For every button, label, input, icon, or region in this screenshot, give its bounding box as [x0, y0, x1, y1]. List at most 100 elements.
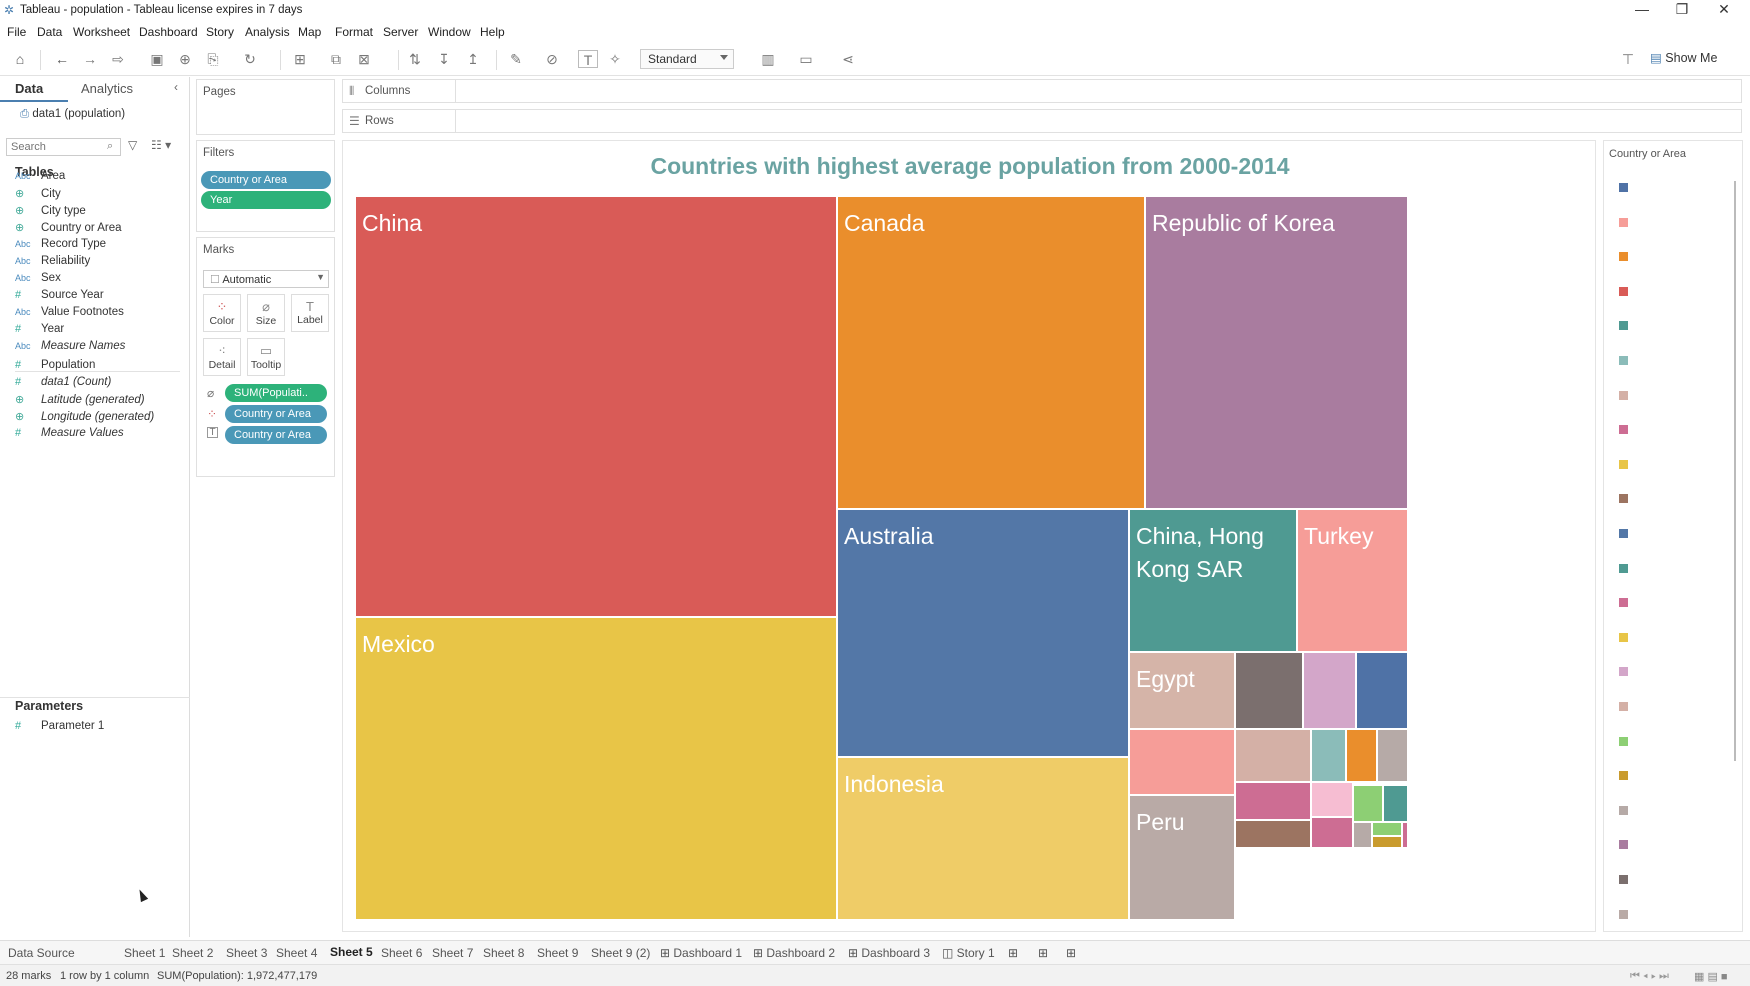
- mark-type-select[interactable]: ☐ Automatic ▼: [203, 270, 329, 288]
- treemap-cell[interactable]: [1235, 652, 1303, 729]
- legend-swatch[interactable]: [1619, 702, 1628, 711]
- replay-icon[interactable]: ⇨: [112, 51, 124, 67]
- label-button[interactable]: T Label: [291, 294, 329, 332]
- duplicate-sheet-icon[interactable]: ⧉: [331, 51, 341, 67]
- legend-scrollbar[interactable]: [1734, 181, 1736, 761]
- tab-analytics[interactable]: Analytics: [81, 81, 134, 96]
- field-item[interactable]: Abc Record Type: [15, 238, 106, 256]
- legend-swatch[interactable]: [1619, 217, 1628, 227]
- parameter-item[interactable]: # Parameter 1: [15, 720, 104, 738]
- field-item[interactable]: ⊕ Latitude (generated): [15, 393, 145, 411]
- detail-button[interactable]: ⁖ Detail: [203, 338, 241, 376]
- undo-icon[interactable]: ←: [55, 51, 69, 67]
- treemap-cell[interactable]: [1235, 729, 1311, 782]
- sheet-tab[interactable]: Sheet 3: [226, 946, 268, 960]
- treemap-cell[interactable]: Mexico: [355, 617, 837, 920]
- field-item[interactable]: # Source Year: [15, 289, 104, 307]
- sheet-tab[interactable]: Sheet 1: [124, 946, 166, 960]
- legend-swatch[interactable]: [1619, 459, 1628, 469]
- field-item[interactable]: Abc Measure Names: [15, 340, 125, 358]
- restore-icon[interactable]: ❐: [1675, 1, 1689, 17]
- redo-icon[interactable]: →: [83, 51, 97, 67]
- treemap-cell[interactable]: Republic of Korea: [1145, 196, 1408, 509]
- treemap-cell[interactable]: Australia: [837, 509, 1129, 757]
- fix-axes-icon[interactable]: ✧: [609, 51, 621, 67]
- sheet-tab[interactable]: Sheet 8: [483, 946, 525, 960]
- clear-sheet-icon[interactable]: ⊠: [358, 51, 370, 67]
- menu-format[interactable]: Format: [335, 25, 374, 39]
- new-worksheet-tab-icon[interactable]: ⊞: [1008, 946, 1019, 960]
- show-labels-icon[interactable]: T: [578, 50, 598, 68]
- refresh-icon[interactable]: ↻: [244, 51, 256, 67]
- menu-worksheet[interactable]: Worksheet: [73, 25, 131, 39]
- group-icon[interactable]: ⊘: [546, 51, 558, 67]
- menu-window[interactable]: Window: [428, 25, 471, 39]
- new-story-tab-icon[interactable]: ⊞: [1066, 946, 1077, 960]
- legend-swatch[interactable]: [1619, 875, 1628, 884]
- menu-analysis[interactable]: Analysis: [245, 25, 290, 39]
- menu-file[interactable]: File: [7, 25, 27, 39]
- menu-data[interactable]: Data: [37, 25, 63, 39]
- save-icon[interactable]: ▣: [150, 51, 164, 67]
- highlight-icon[interactable]: ✎: [510, 51, 522, 67]
- tooltip-button[interactable]: ▭ Tooltip: [247, 338, 285, 376]
- sheet-tab[interactable]: Sheet 7: [432, 946, 474, 960]
- field-item[interactable]: Abc Value Footnotes: [15, 306, 124, 324]
- treemap-cell[interactable]: [1353, 822, 1372, 848]
- new-worksheet-icon[interactable]: ⊞: [294, 51, 306, 67]
- treemap-cell[interactable]: [1402, 822, 1408, 848]
- field-item[interactable]: # Population: [15, 359, 95, 377]
- field-item[interactable]: ⊕ City: [15, 187, 61, 205]
- legend-swatch[interactable]: [1619, 356, 1628, 365]
- legend-swatch[interactable]: [1619, 632, 1628, 642]
- sheet-nav-icons[interactable]: ⏮ ◂ ▸ ⏭: [1630, 970, 1669, 982]
- legend-swatch[interactable]: [1619, 667, 1628, 677]
- treemap-cell[interactable]: [1129, 729, 1235, 795]
- treemap-cell[interactable]: [1377, 729, 1408, 782]
- legend-swatch[interactable]: [1619, 771, 1628, 781]
- show-me-button[interactable]: ▤ Show Me: [1650, 50, 1717, 65]
- treemap-cell[interactable]: [1356, 652, 1408, 729]
- collapse-pane-icon[interactable]: ‹: [174, 80, 178, 94]
- sheet-tab[interactable]: Sheet 2: [172, 946, 214, 960]
- tab-data[interactable]: Data: [15, 81, 44, 96]
- field-item[interactable]: # Measure Values: [15, 427, 124, 445]
- filter-pill-year[interactable]: Year: [201, 191, 331, 209]
- fit-select[interactable]: Standard: [640, 49, 734, 69]
- treemap-cell[interactable]: [1372, 822, 1402, 836]
- home-icon[interactable]: ⌂: [15, 51, 25, 67]
- sheet-tab[interactable]: ◫ Story 1: [942, 946, 995, 960]
- legend-swatch[interactable]: [1619, 529, 1628, 538]
- treemap-cell[interactable]: [1235, 820, 1311, 848]
- treemap-cell[interactable]: Peru: [1129, 795, 1235, 920]
- treemap-cell[interactable]: [1311, 729, 1346, 782]
- treemap-cell[interactable]: [1311, 782, 1353, 817]
- menu-help[interactable]: Help: [480, 25, 505, 39]
- field-search-input[interactable]: [6, 138, 121, 156]
- view-options-icon[interactable]: ☷ ▾: [151, 138, 172, 152]
- field-item[interactable]: # Year: [15, 323, 64, 341]
- legend-swatch[interactable]: [1619, 183, 1628, 192]
- view-toggle-icons[interactable]: ▦ ▤ ■: [1694, 971, 1728, 983]
- new-dashboard-tab-icon[interactable]: ⊞: [1038, 946, 1049, 960]
- treemap-cell[interactable]: China, Hong Kong SAR: [1129, 509, 1297, 652]
- sheet-tab[interactable]: Sheet 4: [276, 946, 318, 960]
- sort-descending-icon[interactable]: ↥: [467, 51, 479, 67]
- treemap-cell[interactable]: China: [355, 196, 837, 617]
- treemap-cell[interactable]: [1372, 836, 1402, 848]
- minimize-icon[interactable]: —: [1635, 1, 1649, 17]
- sheet-tab[interactable]: Sheet 6: [381, 946, 423, 960]
- treemap-cell[interactable]: [1311, 817, 1353, 848]
- legend-swatch[interactable]: [1619, 840, 1628, 850]
- sheet-tab[interactable]: ⊞ Dashboard 1: [660, 946, 743, 960]
- menu-story[interactable]: Story: [206, 25, 235, 39]
- legend-swatch[interactable]: [1619, 736, 1628, 746]
- mark-pill-color[interactable]: Country or Area: [225, 405, 327, 423]
- treemap-cell[interactable]: Egypt: [1129, 652, 1235, 729]
- legend-swatch[interactable]: [1619, 805, 1628, 815]
- columns-shelf[interactable]: ⦀ Columns: [342, 79, 1742, 103]
- treemap-cell[interactable]: [1353, 785, 1383, 822]
- swap-icon[interactable]: ⇅: [409, 51, 421, 67]
- sheet-tab[interactable]: ⊞ Dashboard 3: [848, 946, 931, 960]
- treemap-cell[interactable]: [1346, 729, 1377, 782]
